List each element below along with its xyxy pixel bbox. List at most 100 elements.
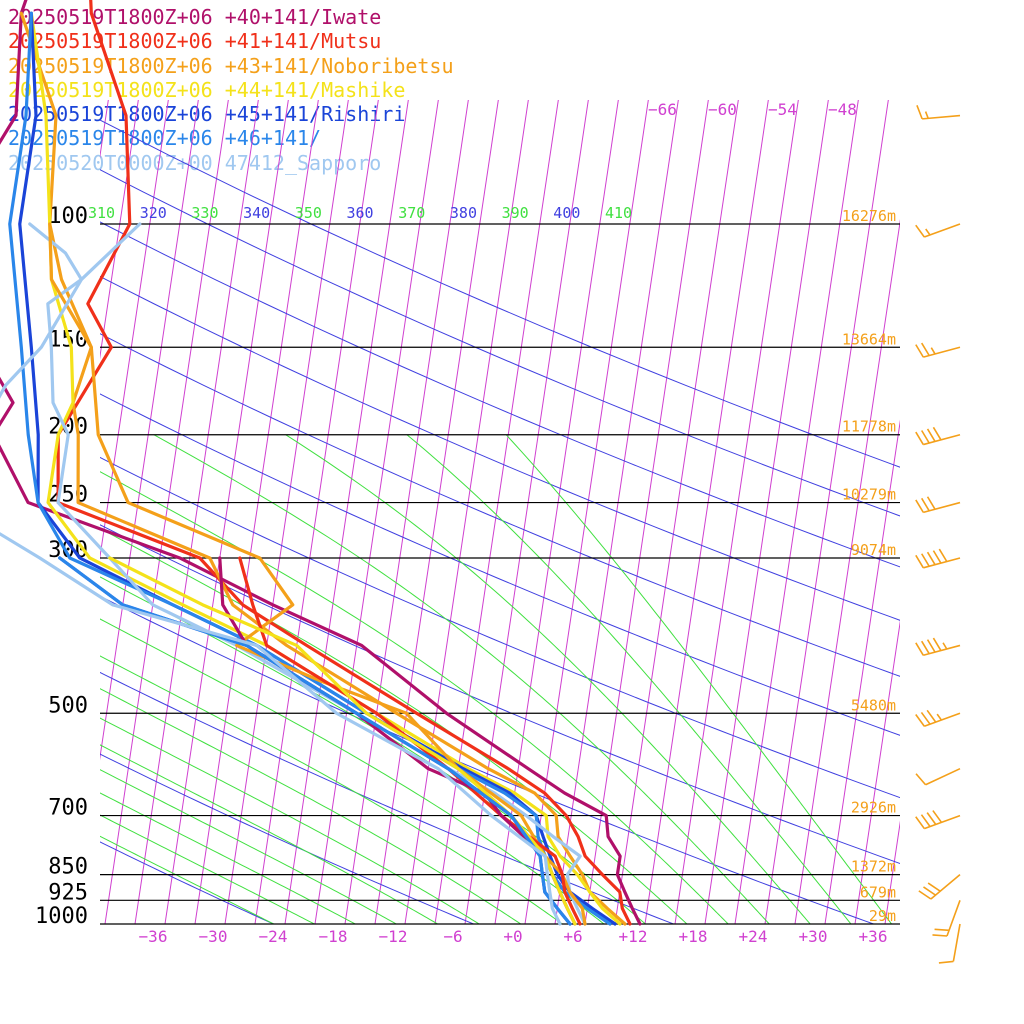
- moist-adiabat: [100, 688, 522, 924]
- pressure-label-500: 500: [48, 693, 88, 718]
- legend-entry-mutsu: 20250519T1800Z+06 +41+141/Mutsu: [8, 29, 382, 54]
- dry-adiabat: [100, 841, 275, 924]
- theta-label: 380: [450, 204, 477, 222]
- dry-adiabat: [100, 753, 475, 924]
- theta-label: 320: [140, 204, 167, 222]
- barb-staff: [923, 346, 961, 358]
- barb-staff: [925, 767, 961, 786]
- barb-flag: [932, 637, 942, 651]
- moist-adiabat: [100, 717, 481, 924]
- moist-adiabat: [100, 769, 398, 924]
- isotherm: [374, 100, 499, 924]
- barb-flag: [920, 553, 930, 567]
- temp-tick-label: −6: [443, 927, 462, 946]
- moist-adiabat: [100, 744, 439, 924]
- theta-label: 330: [191, 204, 218, 222]
- wind-barb-500: [915, 709, 961, 728]
- wind-barb-850: [918, 873, 961, 900]
- pressure-label-1000: 1000: [35, 904, 88, 929]
- theta-label: 400: [553, 204, 580, 222]
- temp-tick-label: −30: [199, 927, 228, 946]
- wind-barbs: [915, 104, 961, 964]
- isotherm: [284, 100, 409, 924]
- temp-tick-label: −18: [319, 927, 348, 946]
- barb-flag: [916, 104, 923, 120]
- barb-flag: [920, 640, 930, 655]
- theta-label: 410: [605, 204, 632, 222]
- temp-tick-label: +30: [799, 927, 828, 946]
- profile-line-3: [29, 11, 622, 926]
- barb-flag: [926, 428, 936, 442]
- barb-flag: [926, 709, 937, 723]
- isotherm: [884, 820, 900, 924]
- moist-adiabat: [153, 434, 770, 924]
- height-label-1000: 29m: [869, 907, 896, 925]
- isotherm: [134, 100, 259, 924]
- barb-staff: [923, 501, 961, 514]
- barb-flag: [915, 714, 925, 727]
- barb-half-flag: [924, 111, 929, 119]
- pressure-label-700: 700: [48, 796, 88, 821]
- barb-flag: [932, 550, 942, 564]
- wind-barb-600: [915, 767, 961, 786]
- barb-staff: [924, 223, 961, 238]
- pressure-label-100: 100: [48, 204, 88, 229]
- profile-line-0: [0, 0, 642, 926]
- temp-tick-label: +12: [619, 927, 648, 946]
- barb-flag: [915, 224, 925, 238]
- barb-half-flag: [936, 713, 943, 721]
- barb-flag: [920, 497, 930, 512]
- isotherm: [584, 100, 709, 924]
- legend-entry-sapporo: 20250520T0000Z+00 47412_Sapporo: [8, 150, 382, 175]
- dry-adiabat: [100, 524, 900, 865]
- profile-line-2: [19, 11, 627, 926]
- moist-adiabat: [285, 434, 811, 924]
- barb-flag: [918, 890, 932, 900]
- barb-flag: [915, 773, 927, 786]
- barb-flag: [926, 812, 937, 825]
- barb-flag: [920, 711, 931, 725]
- theta-label: 310: [88, 204, 115, 222]
- barb-flag: [926, 496, 936, 510]
- barb-flag: [926, 639, 936, 653]
- isotherm: [344, 100, 469, 924]
- theta-label: 350: [295, 204, 322, 222]
- dry-adiabat: [100, 595, 875, 924]
- barb-flag: [927, 882, 941, 892]
- barb-staff: [924, 712, 961, 728]
- legend-entry-46-141: 20250519T1800Z+06 +46+141/: [8, 126, 322, 151]
- theta-label: 390: [502, 204, 529, 222]
- isotherm: [943, 0, 1024, 939]
- barb-staff: [924, 814, 961, 830]
- height-label-150: 13664m: [842, 330, 896, 348]
- wind-barb-150: [915, 342, 961, 358]
- height-label-925: 679m: [860, 883, 896, 901]
- isotherm: [764, 100, 889, 924]
- dry-adiabat: [100, 456, 900, 799]
- moist-adiabat: [406, 434, 852, 924]
- barb-flag: [920, 342, 930, 356]
- isotherm: [164, 100, 289, 924]
- temp-tick-label: −36: [139, 927, 168, 946]
- barb-flag: [915, 642, 924, 656]
- dry-adiabat: [100, 671, 675, 924]
- wind-barb-100: [915, 223, 961, 238]
- barb-flag: [923, 886, 936, 896]
- isotherm: [100, 100, 199, 761]
- top-temp-label: −60: [708, 100, 737, 119]
- top-temp-label: −54: [768, 100, 797, 119]
- isotherm: [824, 419, 900, 924]
- pressure-label-925: 925: [48, 880, 88, 905]
- barb-flag: [938, 960, 954, 964]
- isobars: [100, 223, 900, 925]
- barb-flag: [920, 430, 930, 444]
- temp-tick-label: +24: [739, 927, 768, 946]
- isotherm: [674, 100, 799, 924]
- wind-barb-400: [915, 637, 961, 657]
- moist-adiabat: [100, 835, 275, 924]
- top-temp-label: −48: [828, 100, 857, 119]
- wind-barb-1000: [938, 923, 961, 964]
- isotherm: [224, 100, 349, 924]
- profiles: [0, 0, 642, 926]
